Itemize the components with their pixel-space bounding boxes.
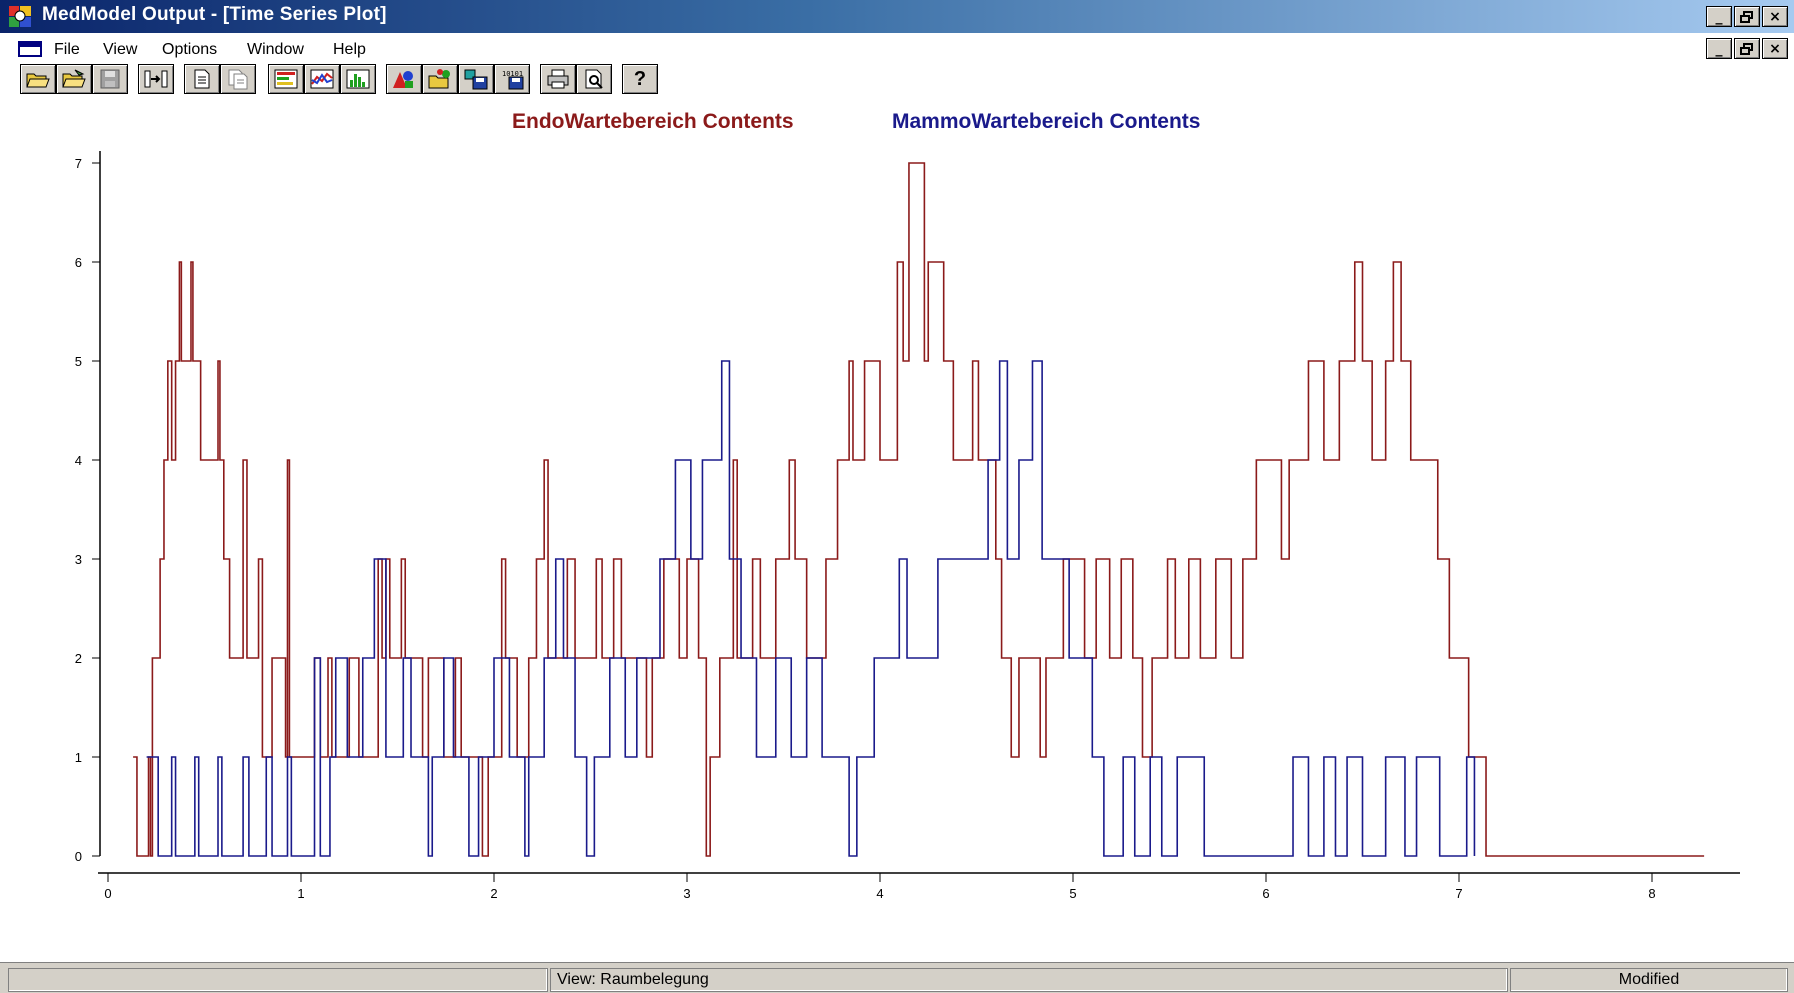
shapes-icon <box>393 71 413 88</box>
histogram-icon <box>346 69 370 89</box>
open-chart-button[interactable] <box>422 64 458 94</box>
status-panel-left <box>8 968 548 992</box>
shapes-button[interactable] <box>386 64 422 94</box>
save-button[interactable] <box>92 64 128 94</box>
document-button[interactable] <box>184 64 220 94</box>
export-icon <box>144 70 168 88</box>
menu-bar: File View Options Window Help _ × <box>0 33 1794 62</box>
copy-document-icon <box>228 69 248 90</box>
y-tick-label: 5 <box>75 354 82 369</box>
series-endo-line <box>133 162 1705 857</box>
status-modified: Modified <box>1510 968 1788 992</box>
legend-endo: EndoWartebereich Contents <box>512 110 794 133</box>
x-tick-label: 3 <box>683 886 690 901</box>
print-preview-button[interactable] <box>576 64 612 94</box>
open-icon <box>26 73 50 88</box>
restore-icon <box>1740 10 1753 23</box>
restore-icon <box>1740 42 1753 55</box>
save-chart-button[interactable] <box>458 64 494 94</box>
print-icon <box>547 69 569 89</box>
y-tick-label: 6 <box>75 255 82 270</box>
restore-button[interactable] <box>1734 6 1760 27</box>
help-button[interactable]: ? <box>622 64 658 94</box>
status-view: View: Raumbelegung <box>550 968 1508 992</box>
print-button[interactable] <box>540 64 576 94</box>
window-controls: _ × <box>1706 6 1788 27</box>
save-icon <box>100 69 120 89</box>
toolbar: 10101 ? <box>0 62 1794 96</box>
open-folder-button[interactable] <box>56 64 92 94</box>
help-icon: ? <box>633 67 647 90</box>
open-chart-icon <box>428 69 450 89</box>
print-preview-icon <box>585 69 603 89</box>
child-window-controls: _ × <box>1706 38 1788 59</box>
save-chart-icon <box>464 69 488 90</box>
menu-window[interactable]: Window <box>247 41 304 58</box>
minimize-icon: _ <box>1715 40 1723 57</box>
x-tick-label: 8 <box>1648 886 1655 901</box>
window-title: MedModel Output - [Time Series Plot] <box>42 4 387 25</box>
x-tick-label: 1 <box>297 886 304 901</box>
child-restore-button[interactable] <box>1734 38 1760 59</box>
save-binary-icon: 10101 <box>502 70 524 90</box>
copy-document-button[interactable] <box>220 64 256 94</box>
series-mammo-line <box>146 360 1476 857</box>
x-tick-label: 7 <box>1455 886 1462 901</box>
x-tick-label: 2 <box>490 886 497 901</box>
time-series-icon <box>310 69 334 89</box>
save-binary-button[interactable]: 10101 <box>494 64 530 94</box>
close-icon: × <box>1769 8 1781 25</box>
open-folder-icon <box>62 69 86 88</box>
minimize-icon: _ <box>1715 8 1723 25</box>
svg-text:10101: 10101 <box>502 70 523 78</box>
minimize-button[interactable]: _ <box>1706 6 1732 27</box>
child-minimize-button[interactable]: _ <box>1706 38 1732 59</box>
menu-view[interactable]: View <box>103 41 138 58</box>
x-ticks: 0 1 2 3 4 5 6 7 8 <box>104 873 1656 901</box>
export-button[interactable] <box>138 64 174 94</box>
y-tick-label: 3 <box>75 552 82 567</box>
status-bar: View: Raumbelegung Modified <box>0 962 1794 993</box>
time-series-chart: EndoWartebereich Contents MammoWartebere… <box>75 110 1740 901</box>
time-series-button[interactable] <box>304 64 340 94</box>
menu-help[interactable]: Help <box>333 41 366 58</box>
y-tick-label: 2 <box>75 651 82 666</box>
medmodel-app-icon[interactable] <box>8 4 34 29</box>
child-window-icon[interactable] <box>18 41 42 57</box>
close-icon: × <box>1769 40 1781 57</box>
y-tick-label: 1 <box>75 750 82 765</box>
x-tick-label: 4 <box>876 886 883 901</box>
document-icon <box>194 69 210 89</box>
x-tick-label: 5 <box>1069 886 1076 901</box>
histogram-button[interactable] <box>340 64 376 94</box>
y-tick-label: 7 <box>75 156 82 171</box>
legend-mammo: MammoWartebereich Contents <box>892 110 1200 133</box>
open-button[interactable] <box>20 64 56 94</box>
title-bar[interactable]: MedModel Output - [Time Series Plot] _ × <box>0 0 1794 33</box>
child-close-button[interactable]: × <box>1762 38 1788 59</box>
x-tick-label: 6 <box>1262 886 1269 901</box>
state-chart-button[interactable] <box>268 64 304 94</box>
menu-options[interactable]: Options <box>162 41 218 58</box>
y-tick-label: 0 <box>75 849 82 864</box>
close-button[interactable]: × <box>1762 6 1788 27</box>
y-ticks: 0 1 2 3 4 5 6 7 <box>75 156 100 864</box>
y-tick-label: 4 <box>75 453 82 468</box>
menu-file[interactable]: File <box>54 41 80 58</box>
state-chart-icon <box>274 69 298 89</box>
x-tick-label: 0 <box>104 886 111 901</box>
